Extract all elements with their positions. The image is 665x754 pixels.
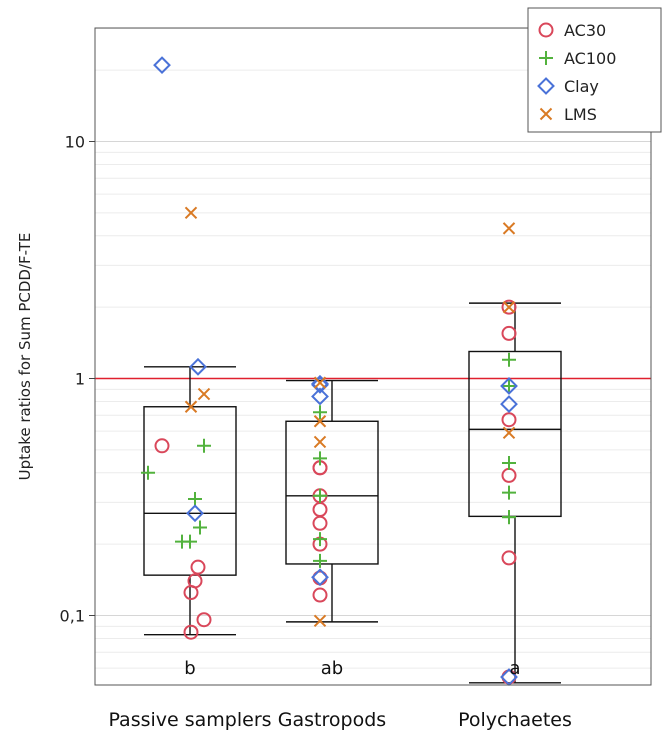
data-point-ac100 bbox=[502, 510, 516, 524]
y-tick-label: 10 bbox=[65, 133, 85, 152]
data-point-lms bbox=[199, 389, 210, 400]
significance-letter: ab bbox=[321, 658, 343, 679]
legend-label: AC30 bbox=[564, 21, 606, 40]
data-point-ac100 bbox=[141, 466, 155, 480]
data-point-ac30 bbox=[185, 626, 198, 639]
y-axis: 0,1 1 10 bbox=[60, 133, 95, 626]
box-gastropods bbox=[286, 381, 378, 622]
data-point-ac30 bbox=[192, 561, 205, 574]
y-tick-label: 0,1 bbox=[60, 607, 85, 626]
x-axis-categories: Passive samplers Gastropods Polychaetes bbox=[108, 709, 571, 731]
data-point-ac30 bbox=[314, 589, 327, 602]
significance-letter: b bbox=[184, 658, 195, 679]
data-point-ac100 bbox=[502, 379, 516, 393]
box-iqr bbox=[286, 421, 378, 564]
significance-letter: a bbox=[509, 658, 520, 679]
legend-label: AC100 bbox=[564, 49, 616, 68]
y-tick-label: 1 bbox=[75, 370, 85, 389]
box-iqr bbox=[144, 407, 236, 575]
category-label: Polychaetes bbox=[458, 709, 572, 731]
data-point-lms bbox=[315, 436, 326, 447]
data-point-ac30 bbox=[314, 503, 327, 516]
legend-label: LMS bbox=[564, 105, 597, 124]
data-point-ac30 bbox=[503, 469, 516, 482]
data-point-lms bbox=[504, 223, 515, 234]
data-point-ac100 bbox=[502, 456, 516, 470]
data-point-ac30 bbox=[503, 327, 516, 340]
data-point-ac100 bbox=[197, 439, 211, 453]
data-point-ac100 bbox=[188, 492, 202, 506]
legend-label: Clay bbox=[564, 77, 599, 96]
data-points bbox=[141, 58, 517, 685]
data-point-ac30 bbox=[314, 517, 327, 530]
data-point-ac30 bbox=[156, 439, 169, 452]
data-point-ac30 bbox=[503, 551, 516, 564]
y-axis-label: Uptake ratios for Sum PCDD/F-TE bbox=[16, 233, 34, 481]
data-point-ac100 bbox=[313, 554, 327, 568]
data-point-ac100 bbox=[502, 353, 516, 367]
data-point-clay bbox=[502, 397, 517, 412]
legend: AC30 AC100 Clay LMS bbox=[528, 8, 661, 132]
data-point-lms bbox=[315, 615, 326, 626]
category-label: Gastropods bbox=[278, 709, 386, 731]
category-label: Passive samplers bbox=[108, 709, 271, 731]
data-point-ac100 bbox=[502, 486, 516, 500]
data-point-ac30 bbox=[185, 586, 198, 599]
data-point-ac100 bbox=[193, 521, 207, 535]
data-point-ac100 bbox=[175, 535, 189, 549]
